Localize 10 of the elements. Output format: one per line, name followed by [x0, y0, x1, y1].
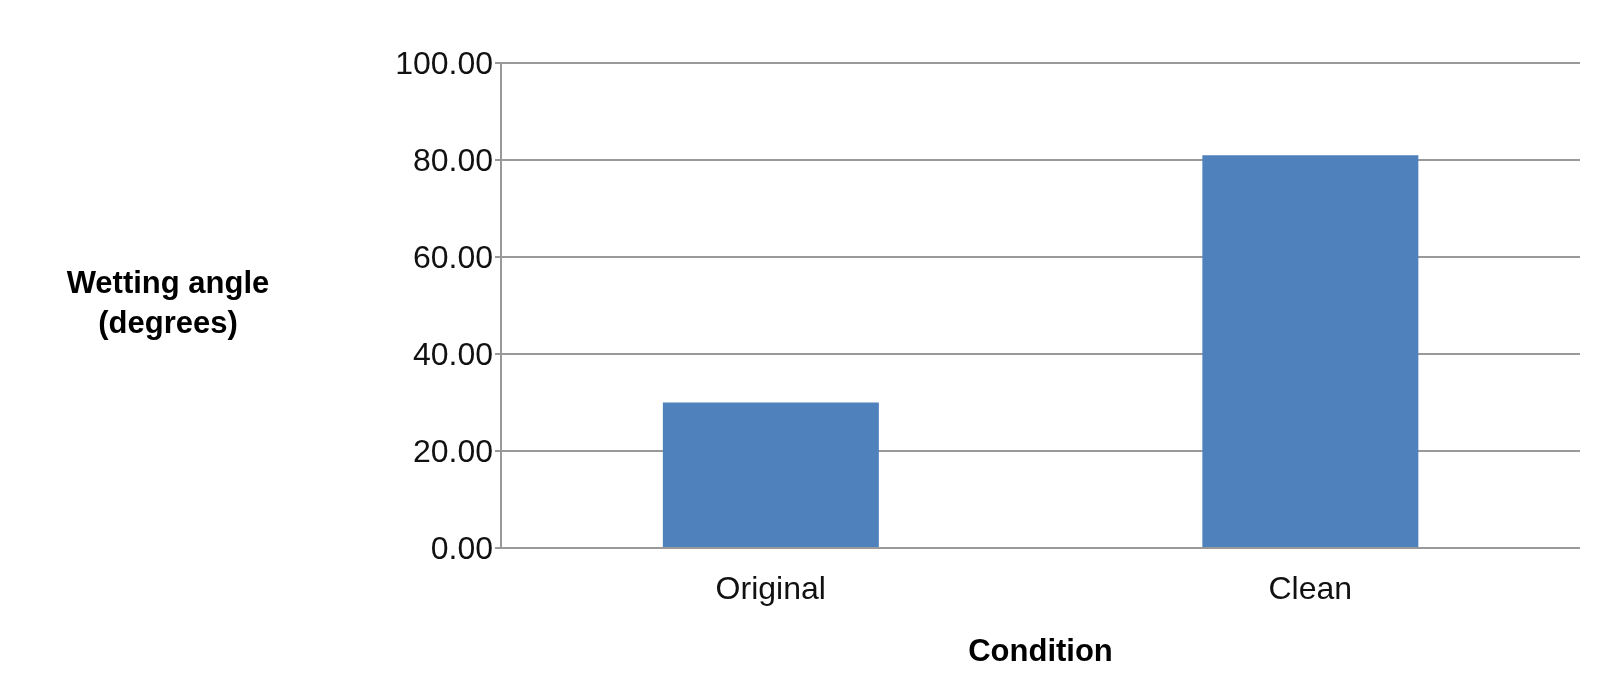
y-tick-label: 60.00	[412, 239, 493, 276]
y-axis-title: Wetting angle (degrees)	[65, 264, 271, 342]
y-tick-label: 80.00	[412, 142, 493, 179]
y-tick-label: 40.00	[412, 336, 493, 373]
x-axis-title: Condition	[967, 633, 1114, 669]
y-tick-label: 20.00	[412, 433, 493, 470]
y-tick-label: 0.00	[430, 530, 493, 567]
y-tick-label: 100.00	[395, 45, 493, 82]
x-tick-label: Clean	[1268, 569, 1353, 606]
x-tick-label: Original	[715, 569, 826, 606]
